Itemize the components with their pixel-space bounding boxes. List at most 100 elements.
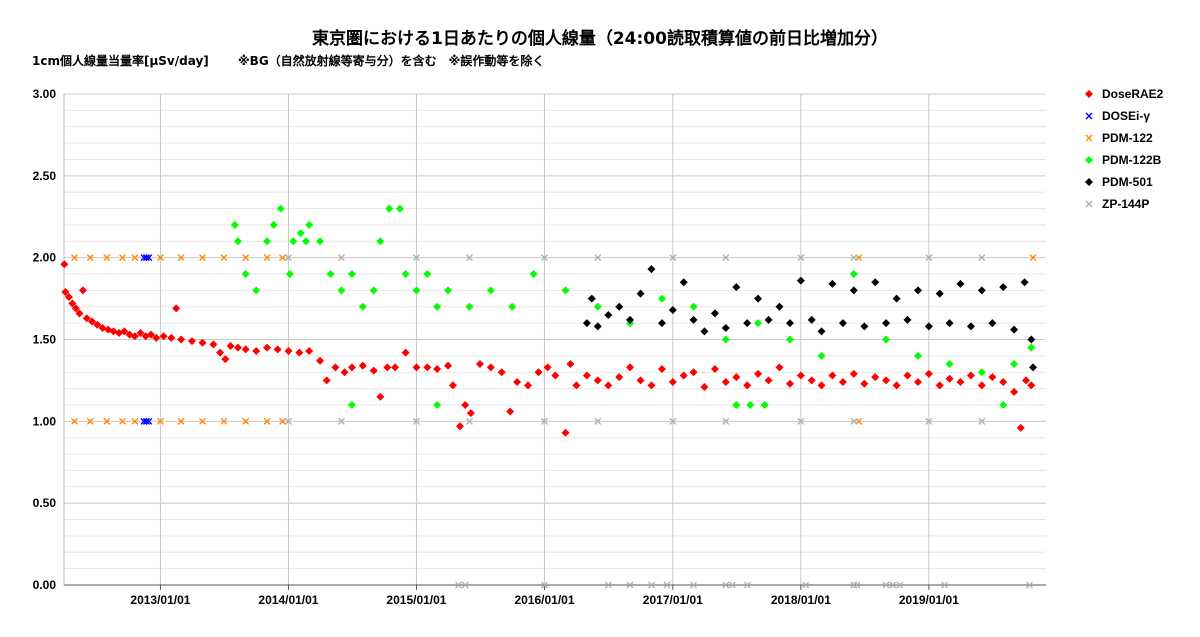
data-point [316,237,325,246]
data-point [657,364,666,373]
data-point [689,302,698,311]
x-tick-label: 2013/01/01 [130,593,190,607]
data-point [461,581,469,589]
data-point [465,302,474,311]
data-point [233,343,242,352]
data-point [722,581,730,589]
data-point [721,378,730,387]
data-point [385,204,394,213]
data-point [797,417,805,425]
data-point [807,376,816,385]
data-point [999,378,1008,387]
data-point [486,286,495,295]
data-point [68,299,77,308]
data-point [892,294,901,303]
x-tick-label: 2017/01/01 [643,593,703,607]
data-point [732,283,741,292]
data-point [466,409,475,418]
data-point [941,581,949,589]
data-point [561,428,570,437]
data-point [679,278,688,287]
data-point [882,376,891,385]
data-point [145,417,153,425]
data-point [1010,360,1019,369]
data-point [775,302,784,311]
data-point [316,356,325,365]
data-point [796,371,805,380]
data-point [216,348,225,357]
chart-note: ※BG（自然放射線等寄与分）を含む ※誤作動等を除く [238,54,545,68]
data-point [1026,581,1034,589]
data-point [925,417,933,425]
data-point [252,346,261,355]
data-point [263,417,271,425]
series-dosei- [140,254,153,425]
data-point [700,327,709,336]
data-point [896,581,904,589]
data-point [882,581,890,589]
y-tick-label: 1.00 [33,414,57,428]
data-point [999,400,1008,409]
data-point [582,371,591,380]
data-point [849,286,858,295]
data-point [785,319,794,328]
data-point [760,400,769,409]
data-point [296,229,305,238]
data-point [506,407,515,416]
data-point [285,270,294,279]
data-point [746,400,755,409]
data-point [486,363,495,372]
data-point [276,204,285,213]
data-point [177,335,186,344]
data-point [423,363,432,372]
y-tick-label: 2.00 [33,251,57,265]
data-point [849,270,858,279]
data-point [663,581,671,589]
data-point [289,237,298,246]
data-point [241,270,250,279]
data-point [743,581,751,589]
data-point [849,369,858,378]
data-point [1016,423,1025,432]
y-tick-label: 0.00 [33,578,57,592]
data-point [433,400,442,409]
legend-label: DOSEi-γ [1102,109,1150,123]
data-point [465,254,473,262]
data-point [513,378,522,387]
data-point [743,381,752,390]
data-point [412,254,420,262]
data-point [721,335,730,344]
data-point [221,355,230,364]
data-point [120,327,129,336]
data-point [889,581,897,589]
data-point [103,254,111,262]
data-point [177,417,185,425]
data-point [594,254,602,262]
series-pdm-501 [582,265,1038,372]
data-point [669,254,677,262]
data-point [75,309,84,318]
x-tick-label: 2015/01/01 [386,593,446,607]
data-point [647,265,656,274]
data-point [305,220,314,229]
data-point [838,378,847,387]
data-point [977,368,986,377]
data-point [903,315,912,324]
data-point [935,289,944,298]
data-point [636,289,645,298]
data-point [956,378,965,387]
data-point [93,320,102,329]
data-point [220,254,228,262]
data-point [540,254,548,262]
data-point [534,368,543,377]
series-pdm-122 [71,254,1037,425]
data-point [455,422,464,431]
y-tick-label: 2.50 [33,169,57,183]
legend-label: PDM-501 [1102,175,1153,189]
data-point [136,328,145,337]
data-point [604,381,613,390]
legend-label: DoseRAE2 [1102,87,1164,101]
data-point [977,286,986,295]
data-point [903,371,912,380]
